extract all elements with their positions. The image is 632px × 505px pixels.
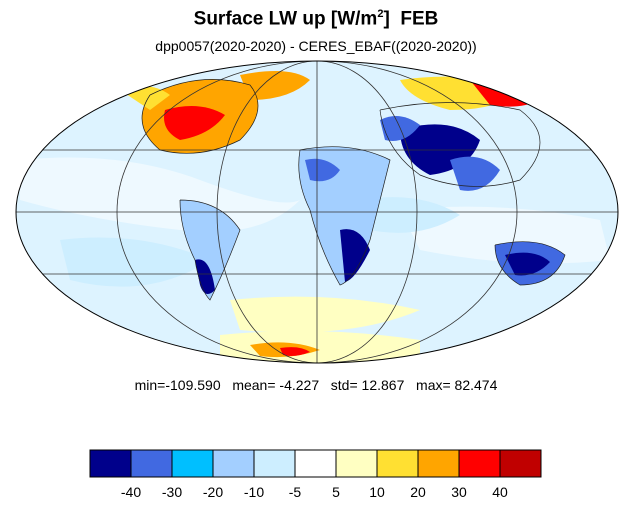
colorbar-tick-label: -10 bbox=[244, 484, 264, 500]
colorbar-swatch bbox=[458, 449, 501, 478]
colorbar-tick-label: 10 bbox=[369, 484, 385, 500]
colorbar-swatch bbox=[130, 449, 173, 478]
colorbar-tick-label: 40 bbox=[492, 484, 508, 500]
colorbar-tick-label: 30 bbox=[451, 484, 467, 500]
colorbar-swatch bbox=[499, 449, 542, 478]
colorbar-tick-label: 5 bbox=[332, 484, 340, 500]
colorbar-swatch bbox=[294, 449, 337, 478]
colorbar-swatch bbox=[212, 449, 255, 478]
colorbar-tick-label: 20 bbox=[410, 484, 426, 500]
colorbar-tick-label: -5 bbox=[289, 484, 302, 500]
colorbar-tick-label: -20 bbox=[203, 484, 223, 500]
map-title: Surface LW up [W/m2] FEB bbox=[193, 8, 439, 30]
map-outline bbox=[15, 60, 619, 364]
colorbar-tick-label: -40 bbox=[121, 484, 141, 500]
map-subtitle: dpp0057(2020-2020) - CERES_EBAF((2020-20… bbox=[155, 38, 477, 54]
statistics-line: min=-109.590 mean= -4.227 std= 12.867 ma… bbox=[134, 377, 498, 393]
colorbar-swatch bbox=[171, 449, 214, 478]
colorbar-swatch bbox=[89, 449, 132, 478]
map-field bbox=[16, 61, 618, 363]
colorbar-swatch bbox=[417, 449, 460, 478]
colorbar-swatch bbox=[376, 449, 419, 478]
colorbar-tick-label: -30 bbox=[162, 484, 182, 500]
colorbar-swatch bbox=[335, 449, 378, 478]
colorbar-swatch bbox=[253, 449, 296, 478]
